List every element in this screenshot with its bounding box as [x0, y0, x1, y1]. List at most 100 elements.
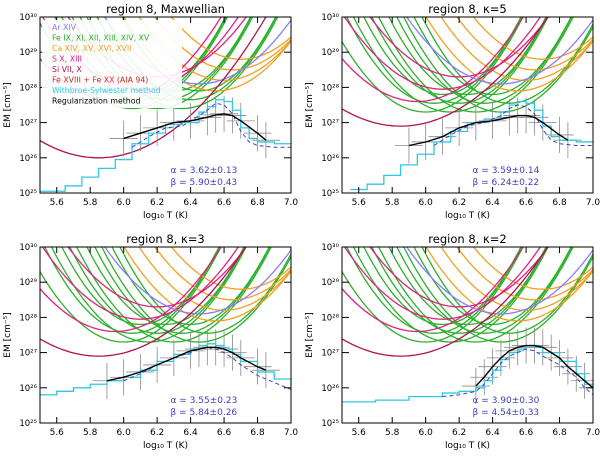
x-axis-label: log₁₀ T (K) — [445, 211, 490, 221]
contribution-curve — [154, 247, 291, 301]
contribution-curve — [345, 17, 523, 104]
beta-annotation: β = 5.90±0.43 — [171, 178, 238, 188]
plot-area — [342, 247, 593, 406]
panel-3: 5.6 5.8 6.0 6.2 6.4 6.6 6.8 7.0 10²⁵ 10²⁶ 10²⁷ 10²⁸… — [3, 232, 299, 451]
contribution-curve — [377, 17, 574, 113]
y-tick-label: 10²⁶ — [321, 384, 339, 394]
beta-annotation: β = 5.84±0.26 — [171, 408, 238, 418]
legend-entry: Regularization method — [52, 97, 141, 106]
legend-entry: Fe XVIII + Fe XX (AIA 94) — [52, 76, 148, 85]
panel-title: region 8, Maxwellian — [106, 2, 225, 16]
contribution-curve — [345, 247, 523, 334]
y-tick-label: 10²⁵ — [321, 189, 339, 199]
contribution-curve — [352, 247, 549, 343]
contribution-curve — [50, 247, 247, 343]
x-tick-label: 5.6 — [352, 198, 367, 208]
axes-frame — [39, 16, 292, 194]
contribution-curve — [440, 247, 593, 312]
fit-dashed — [442, 348, 593, 398]
contribution-curve — [40, 17, 267, 159]
plot-area — [342, 17, 593, 191]
y-tick-label: 10²⁷ — [19, 349, 37, 359]
contribution-curve — [421, 247, 593, 334]
x-tick-label: 7.0 — [284, 428, 299, 438]
contribution-curve — [352, 17, 549, 113]
fit-dashed — [131, 102, 291, 148]
ws-histogram — [40, 343, 291, 396]
plot-area — [40, 247, 291, 399]
alpha-annotation: α = 3.55±0.23 — [171, 396, 238, 406]
x-tick-label: 5.6 — [50, 428, 65, 438]
regularization-line — [123, 113, 267, 141]
x-tick-label: 5.8 — [83, 428, 98, 438]
beta-annotation: β = 4.54±0.33 — [473, 408, 540, 418]
contribution-curve — [388, 247, 547, 326]
contribution-curve — [456, 247, 593, 301]
y-tick-label: 10²⁹ — [19, 278, 37, 288]
axes-frame — [341, 246, 594, 424]
contribution-curve — [101, 247, 291, 343]
contribution-curve — [371, 17, 548, 104]
legend-entry: Ca XIV, XV, XVI, XVII — [52, 44, 131, 53]
contribution-curve — [119, 247, 291, 334]
alpha-annotation: α = 3.62±0.13 — [171, 166, 238, 176]
y-axis-label: EM [cm⁻⁵] — [3, 312, 13, 357]
contribution-curve — [111, 247, 270, 326]
y-tick-label: 10²⁶ — [19, 384, 37, 394]
x-tick-label: 5.8 — [385, 428, 400, 438]
y-tick-label: 10³⁰ — [321, 13, 339, 23]
x-tick-label: 6.8 — [250, 198, 265, 208]
x-tick-label: 6.8 — [552, 198, 567, 208]
y-tick-label: 10²⁷ — [321, 119, 339, 129]
contribution-curve — [371, 247, 548, 334]
contribution-curve — [388, 17, 547, 96]
fit-dashed — [123, 346, 291, 391]
contribution-curve — [123, 247, 291, 322]
y-tick-label: 10²⁵ — [321, 419, 339, 429]
contribution-curve — [413, 17, 572, 96]
x-tick-label: 6.0 — [419, 428, 434, 438]
ws-histogram — [350, 100, 593, 191]
x-tick-label: 6.2 — [452, 198, 466, 208]
contribution-curve — [103, 247, 291, 315]
x-tick-label: 5.6 — [50, 198, 65, 208]
contribution-curve — [425, 247, 593, 322]
contribution-curve — [421, 17, 593, 104]
contribution-curve — [425, 17, 593, 92]
contribution-curve — [456, 17, 593, 71]
y-axis-label: EM [cm⁻⁵] — [305, 82, 315, 127]
y-tick-label: 10³⁰ — [19, 243, 37, 253]
x-tick-label: 6.6 — [519, 198, 534, 208]
regularization-line — [475, 344, 593, 389]
contribution-curve — [343, 17, 542, 90]
ws-histogram — [342, 344, 593, 403]
x-tick-label: 6.2 — [150, 198, 164, 208]
x-tick-label: 6.6 — [217, 198, 232, 208]
contribution-curve — [43, 247, 221, 334]
y-tick-label: 10²⁷ — [19, 119, 37, 129]
x-tick-label: 6.0 — [117, 198, 132, 208]
legend-entry: Fe IX, XI, XII, XIII, XIV, XV — [52, 34, 150, 43]
panel-title: region 8, κ=5 — [428, 2, 506, 16]
y-tick-label: 10³⁰ — [321, 243, 339, 253]
y-axis-label: EM [cm⁻⁵] — [305, 312, 315, 357]
x-tick-label: 6.4 — [485, 428, 500, 438]
contribution-curve — [40, 247, 222, 333]
contribution-curve — [377, 247, 574, 343]
panel-2: 5.6 5.8 6.0 6.2 6.4 6.6 6.8 7.0 10²⁵ 10²⁶ 10²⁷ 10²⁸… — [305, 2, 600, 221]
y-tick-label: 10²⁹ — [19, 48, 37, 58]
x-tick-label: 6.4 — [183, 428, 198, 438]
contribution-curve — [138, 247, 291, 312]
contribution-curve — [75, 247, 272, 343]
contribution-curve — [405, 247, 593, 315]
legend-entry: S X, XIII — [52, 55, 82, 64]
beta-annotation: β = 6.24±0.22 — [473, 178, 540, 188]
contribution-curve — [472, 247, 593, 290]
contribution-curve — [170, 247, 291, 290]
contribution-curve — [405, 17, 593, 85]
axes-frame — [341, 16, 594, 194]
contribution-curve — [342, 247, 524, 333]
y-tick-label: 10²⁸ — [321, 313, 339, 323]
